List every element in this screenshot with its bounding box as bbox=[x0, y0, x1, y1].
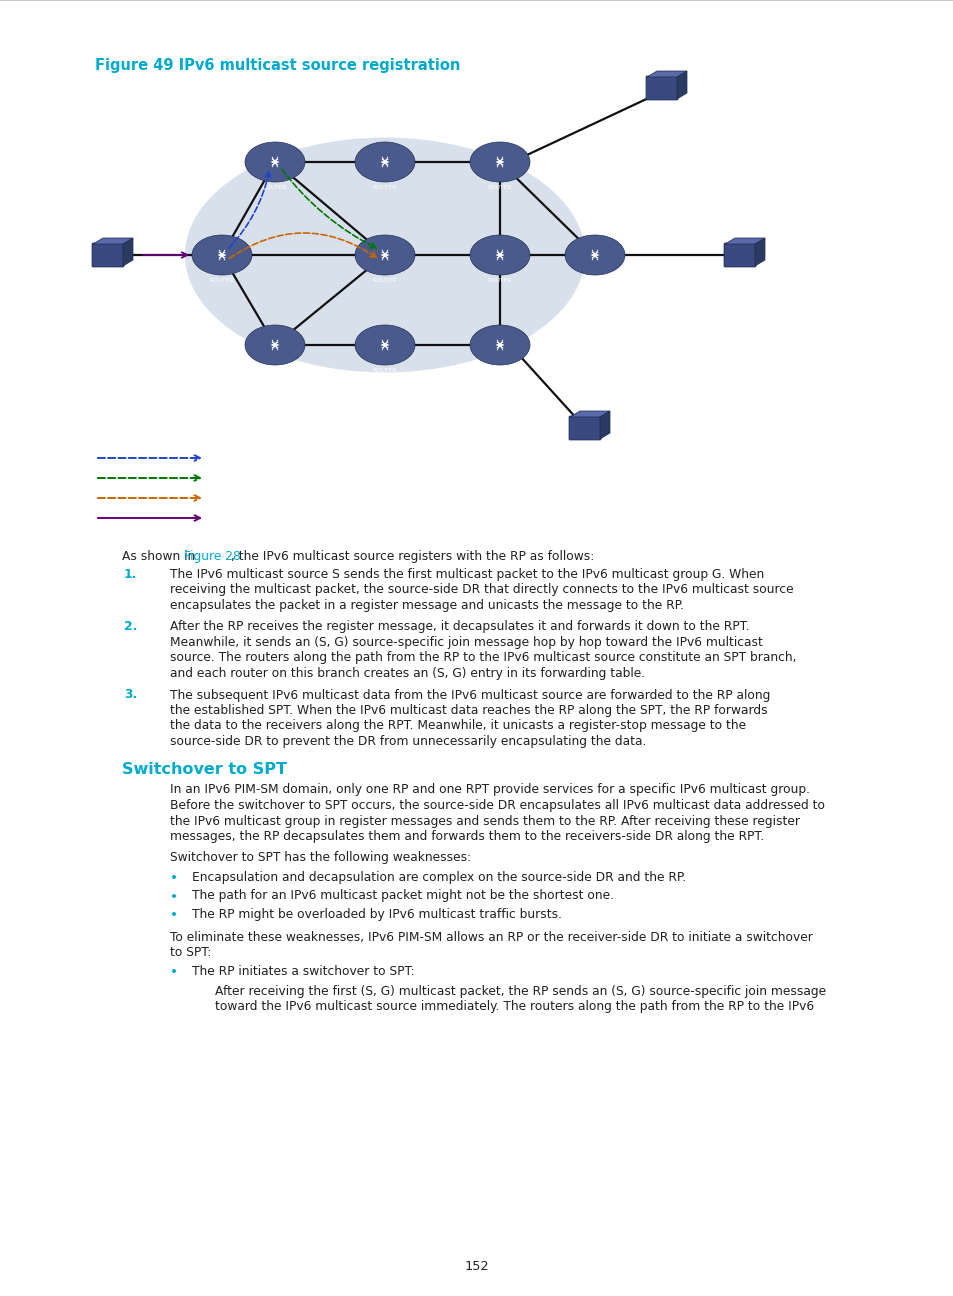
Text: toward the IPv6 multicast source immediately. The routers along the path from th: toward the IPv6 multicast source immedia… bbox=[214, 1001, 813, 1013]
Text: After the RP receives the register message, it decapsulates it and forwards it d: After the RP receives the register messa… bbox=[170, 621, 749, 634]
Text: receiving the multicast packet, the source-side DR that directly connects to the: receiving the multicast packet, the sour… bbox=[170, 583, 793, 596]
Polygon shape bbox=[123, 238, 132, 266]
Text: ROUTER: ROUTER bbox=[262, 368, 287, 373]
Polygon shape bbox=[724, 238, 764, 244]
Ellipse shape bbox=[355, 143, 415, 181]
FancyBboxPatch shape bbox=[91, 244, 124, 267]
Polygon shape bbox=[754, 238, 764, 266]
Text: 3.: 3. bbox=[124, 688, 137, 701]
Text: Figure 28: Figure 28 bbox=[184, 550, 241, 562]
Text: encapsulates the packet in a register message and unicasts the message to the RP: encapsulates the packet in a register me… bbox=[170, 599, 683, 612]
Polygon shape bbox=[646, 71, 686, 76]
Text: The IPv6 multicast source S sends the first multicast packet to the IPv6 multica: The IPv6 multicast source S sends the fi… bbox=[170, 568, 763, 581]
Text: , the IPv6 multicast source registers with the RP as follows:: , the IPv6 multicast source registers wi… bbox=[231, 550, 594, 562]
Ellipse shape bbox=[192, 235, 252, 275]
Ellipse shape bbox=[185, 137, 584, 372]
Text: Switchover to SPT: Switchover to SPT bbox=[122, 762, 287, 776]
Ellipse shape bbox=[470, 235, 530, 275]
Text: The path for an IPv6 multicast packet might not be the shortest one.: The path for an IPv6 multicast packet mi… bbox=[192, 889, 614, 902]
Text: Encapsulation and decapsulation are complex on the source-side DR and the RP.: Encapsulation and decapsulation are comp… bbox=[192, 871, 685, 884]
Text: The subsequent IPv6 multicast data from the IPv6 multicast source are forwarded : The subsequent IPv6 multicast data from … bbox=[170, 688, 770, 701]
FancyBboxPatch shape bbox=[568, 416, 600, 441]
Text: and each router on this branch creates an (S, G) entry in its forwarding table.: and each router on this branch creates a… bbox=[170, 667, 644, 680]
Ellipse shape bbox=[355, 235, 415, 275]
FancyBboxPatch shape bbox=[723, 244, 755, 267]
Text: source. The routers along the path from the RP to the IPv6 multicast source cons: source. The routers along the path from … bbox=[170, 652, 796, 665]
Polygon shape bbox=[677, 71, 686, 98]
Text: •: • bbox=[170, 871, 178, 885]
Text: the IPv6 multicast group in register messages and sends them to the RP. After re: the IPv6 multicast group in register mes… bbox=[170, 814, 800, 828]
Ellipse shape bbox=[470, 325, 530, 365]
Polygon shape bbox=[599, 411, 609, 439]
Text: ROUTER: ROUTER bbox=[373, 368, 396, 373]
Text: ROUTER: ROUTER bbox=[487, 279, 512, 283]
Text: messages, the RP decapsulates them and forwards them to the receivers-side DR al: messages, the RP decapsulates them and f… bbox=[170, 829, 763, 842]
Text: To eliminate these weaknesses, IPv6 PIM-SM allows an RP or the receiver-side DR : To eliminate these weaknesses, IPv6 PIM-… bbox=[170, 931, 812, 943]
Ellipse shape bbox=[245, 143, 305, 181]
Text: Figure 49 IPv6 multicast source registration: Figure 49 IPv6 multicast source registra… bbox=[95, 58, 460, 73]
Text: Switchover to SPT has the following weaknesses:: Switchover to SPT has the following weak… bbox=[170, 851, 471, 864]
Text: Before the switchover to SPT occurs, the source-side DR encapsulates all IPv6 mu: Before the switchover to SPT occurs, the… bbox=[170, 800, 824, 813]
Text: ROUTER: ROUTER bbox=[210, 279, 233, 283]
Text: •: • bbox=[170, 966, 178, 980]
Text: ROUTER: ROUTER bbox=[373, 185, 396, 191]
FancyBboxPatch shape bbox=[645, 76, 678, 100]
Text: After receiving the first (S, G) multicast packet, the RP sends an (S, G) source: After receiving the first (S, G) multica… bbox=[214, 985, 825, 998]
Text: 1.: 1. bbox=[124, 568, 137, 581]
Text: 152: 152 bbox=[464, 1260, 489, 1273]
Text: As shown in: As shown in bbox=[122, 550, 199, 562]
Text: The RP initiates a switchover to SPT:: The RP initiates a switchover to SPT: bbox=[192, 966, 415, 978]
Text: source-side DR to prevent the DR from unnecessarily encapsulating the data.: source-side DR to prevent the DR from un… bbox=[170, 735, 646, 748]
Ellipse shape bbox=[470, 143, 530, 181]
Polygon shape bbox=[569, 411, 609, 417]
Ellipse shape bbox=[355, 325, 415, 365]
Text: ROUTER: ROUTER bbox=[582, 279, 606, 283]
Text: the established SPT. When the IPv6 multicast data reaches the RP along the SPT, : the established SPT. When the IPv6 multi… bbox=[170, 704, 767, 717]
Text: to SPT:: to SPT: bbox=[170, 946, 212, 959]
Text: 2.: 2. bbox=[124, 621, 137, 634]
Text: ROUTER: ROUTER bbox=[262, 185, 287, 191]
Text: Meanwhile, it sends an (S, G) source-specific join message hop by hop toward the: Meanwhile, it sends an (S, G) source-spe… bbox=[170, 636, 762, 649]
Text: ROUTER: ROUTER bbox=[487, 185, 512, 191]
Text: The RP might be overloaded by IPv6 multicast traffic bursts.: The RP might be overloaded by IPv6 multi… bbox=[192, 908, 561, 921]
Ellipse shape bbox=[564, 235, 624, 275]
Text: ROUTER: ROUTER bbox=[487, 368, 512, 373]
Text: the data to the receivers along the RPT. Meanwhile, it unicasts a register-stop : the data to the receivers along the RPT.… bbox=[170, 719, 745, 732]
Text: ROUTER: ROUTER bbox=[373, 279, 396, 283]
Text: In an IPv6 PIM-SM domain, only one RP and one RPT provide services for a specifi: In an IPv6 PIM-SM domain, only one RP an… bbox=[170, 784, 809, 797]
Text: •: • bbox=[170, 908, 178, 921]
Polygon shape bbox=[92, 238, 132, 244]
Ellipse shape bbox=[245, 325, 305, 365]
Text: •: • bbox=[170, 889, 178, 903]
